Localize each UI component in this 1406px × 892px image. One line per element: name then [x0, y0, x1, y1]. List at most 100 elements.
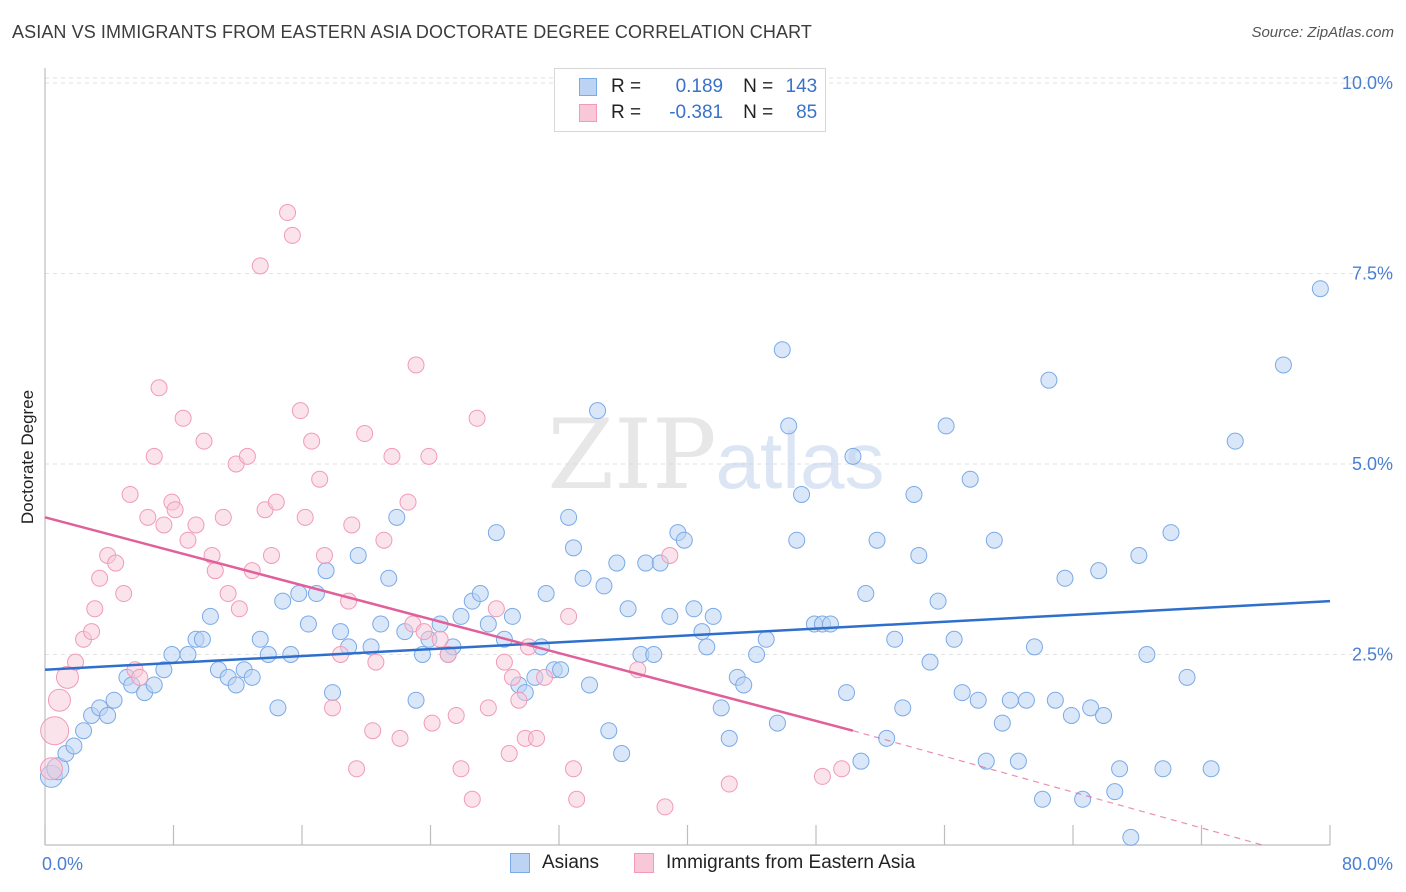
y-tick-label: 7.5%	[1352, 264, 1393, 284]
immigrants-point	[348, 760, 366, 778]
legend-row-asians: R = 0.189 N = 143	[579, 75, 817, 99]
asians-point	[748, 646, 766, 663]
trendlines	[44, 516, 1331, 846]
legend-n-value: 143	[785, 76, 818, 97]
legend-r-value: -0.381	[669, 102, 724, 123]
asians-point	[227, 676, 245, 694]
legend-row-immigrants: R = -0.381 N = 85	[579, 101, 817, 125]
asians-point	[720, 729, 738, 747]
immigrants-point	[452, 760, 470, 778]
asians-point	[1009, 752, 1027, 770]
immigrants-point	[423, 714, 441, 732]
source-label: Source: ZipAtlas.com	[1251, 24, 1394, 41]
immigrants-point	[283, 226, 301, 244]
asians-point	[838, 684, 856, 702]
y-axis-label: Doctorate Degree	[18, 390, 37, 524]
asians-point	[1074, 790, 1092, 808]
asians-point	[1130, 546, 1148, 564]
asians-point	[65, 737, 83, 755]
immigrants-point	[661, 546, 679, 564]
immigrants-swatch	[579, 104, 597, 122]
asians-point	[552, 661, 570, 679]
asians-point	[1111, 760, 1129, 778]
immigrants-point	[720, 775, 738, 793]
asians-point	[564, 539, 582, 557]
asians-point	[537, 585, 555, 603]
asians-point	[581, 676, 599, 694]
asians-point	[844, 447, 862, 465]
asians-point	[945, 630, 963, 648]
asians-point	[1154, 760, 1172, 778]
asians-point	[613, 745, 631, 763]
asians-point	[685, 600, 703, 618]
asians-point	[905, 485, 923, 503]
asians-point	[852, 752, 870, 770]
asians-point	[921, 653, 939, 671]
asians-point	[372, 615, 390, 633]
immigrants-swatch	[634, 853, 654, 873]
immigrants-point	[399, 493, 417, 511]
asians-point	[857, 585, 875, 603]
immigrants-point	[503, 668, 521, 686]
immigrants-point	[214, 508, 232, 526]
immigrants-point	[139, 508, 157, 526]
immigrants-trendline	[44, 516, 854, 732]
asians-point	[788, 531, 806, 549]
immigrants-point	[155, 516, 173, 534]
immigrants-point	[564, 760, 582, 778]
asians-point	[274, 592, 292, 610]
y-tick-label: 10.0%	[1342, 73, 1393, 93]
asians-point	[560, 508, 578, 526]
immigrants-point	[463, 790, 481, 808]
asians-points	[39, 280, 1329, 846]
asians-point	[1178, 668, 1196, 686]
asians-point	[704, 607, 722, 625]
asians-point	[1138, 646, 1156, 663]
immigrants-point	[303, 432, 321, 450]
asians-point	[1056, 569, 1074, 587]
asians-point	[574, 569, 592, 587]
immigrants-point	[230, 600, 248, 618]
asians-point	[290, 585, 308, 603]
immigrants-point	[166, 501, 184, 519]
immigrants-point	[145, 447, 163, 465]
immigrants-point	[813, 767, 831, 785]
legend-n-label: N =	[743, 76, 774, 97]
asians-point	[99, 706, 117, 724]
immigrants-point	[131, 668, 149, 686]
immigrants-point	[415, 623, 433, 641]
immigrants-trendline-extension	[852, 730, 1263, 846]
asians-point	[1274, 356, 1292, 374]
asians-point	[693, 623, 711, 641]
asians-point	[324, 684, 342, 702]
immigrants-point	[150, 379, 168, 397]
immigrants-point	[479, 699, 497, 717]
immigrants-point	[91, 569, 109, 587]
immigrants-point	[431, 630, 449, 648]
immigrants-point	[174, 409, 192, 427]
asians-point	[155, 661, 173, 679]
asians-point	[1001, 691, 1019, 709]
asians-point	[993, 714, 1011, 732]
asians-point	[349, 546, 367, 564]
asians-point	[608, 554, 626, 572]
immigrants-point	[367, 653, 385, 671]
asians-point	[259, 646, 277, 663]
immigrants-point	[468, 409, 486, 427]
bottom-legend: Asians Immigrants from Eastern Asia	[0, 852, 1406, 876]
asians-point	[282, 646, 300, 663]
x-tick-label: 80.0%	[1342, 854, 1393, 874]
watermark-zip: ZIP	[547, 399, 716, 511]
immigrants-point	[311, 470, 329, 488]
immigrants-point	[343, 516, 361, 534]
legend-n-label: N =	[743, 102, 774, 123]
immigrants-point	[324, 699, 342, 717]
immigrants-point	[656, 798, 674, 816]
asians-point	[1046, 691, 1064, 709]
immigrants-point	[391, 729, 409, 747]
asians-point	[1122, 828, 1140, 846]
immigrants-point	[251, 257, 269, 275]
asians-point	[243, 668, 261, 686]
legend-r-value: 0.189	[675, 76, 724, 97]
immigrants-point	[500, 745, 518, 763]
